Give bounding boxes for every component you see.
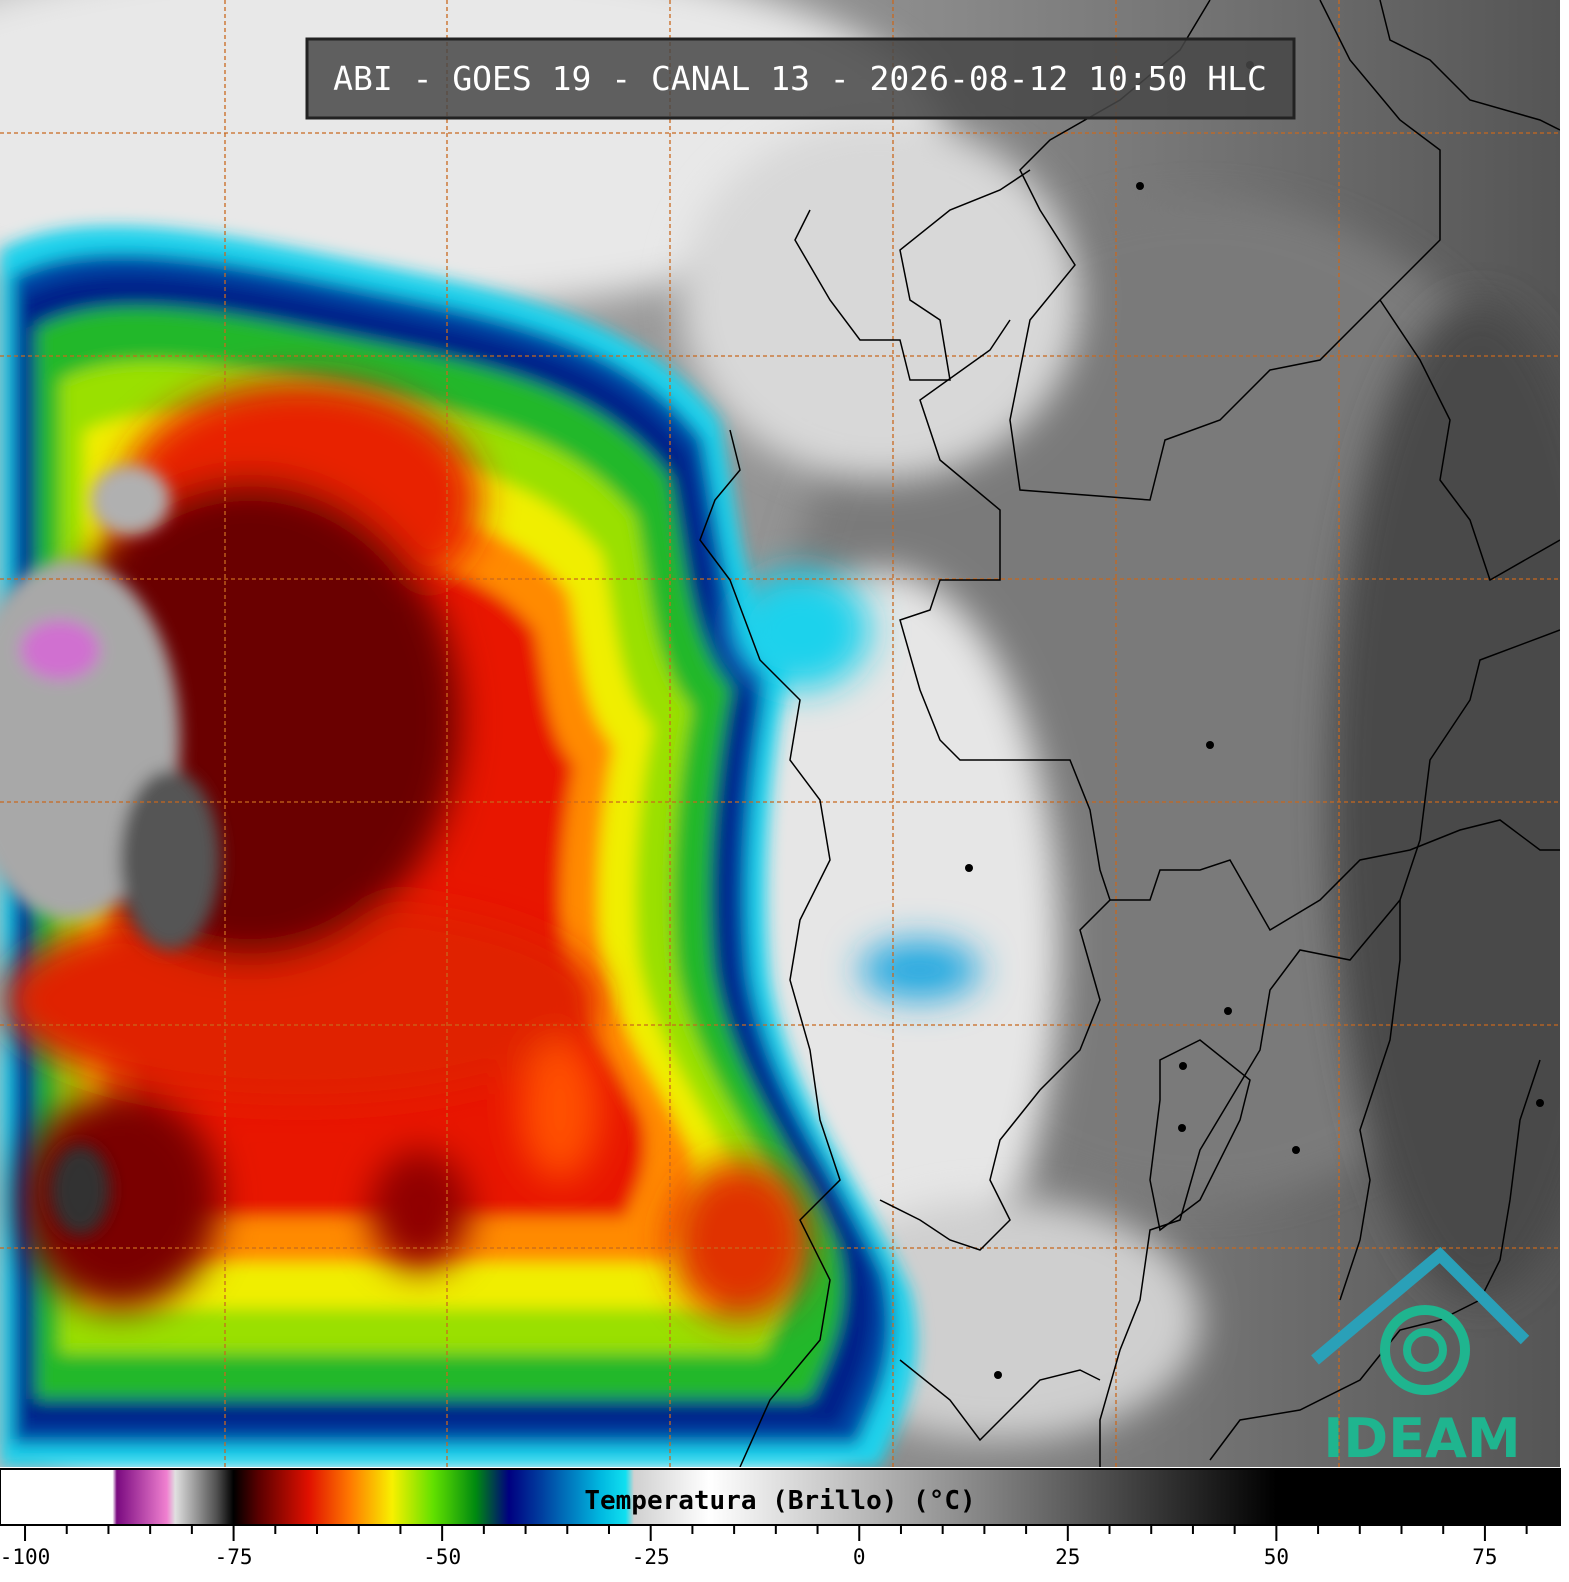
x-tick-label: -75 — [215, 1545, 253, 1569]
title-box: ABI - GOES 19 - CANAL 13 - 2026-08-12 10… — [305, 37, 1296, 120]
title: ABI - GOES 19 - CANAL 13 - 2026-08-12 10… — [333, 59, 1267, 98]
city-markers — [965, 61, 1544, 1379]
borders — [699, 0, 1560, 1467]
x-tick-label: 0 — [853, 1545, 866, 1569]
x-tick-label: -50 — [423, 1545, 461, 1569]
satellite-map: IDEAM — [0, 0, 1560, 1470]
graticule — [0, 0, 1560, 1467]
logo: IDEAM — [1311, 1246, 1530, 1470]
x-tick-label: 25 — [1055, 1545, 1080, 1569]
colorbar-label: Temperatura (Brillo) (°C) — [584, 1486, 975, 1516]
colorbar-ramp — [0, 1468, 1561, 1526]
x-tick-label: 75 — [1472, 1545, 1497, 1569]
x-tick-label: -100 — [0, 1545, 50, 1569]
colorbar: Temperatura (Brillo) (°C) -100 -75 -50 -25 0… — [0, 1468, 1561, 1569]
logo-text: IDEAM — [1323, 1407, 1520, 1470]
x-tick-label: 50 — [1264, 1545, 1289, 1569]
x-tick-label: -25 — [632, 1545, 670, 1569]
